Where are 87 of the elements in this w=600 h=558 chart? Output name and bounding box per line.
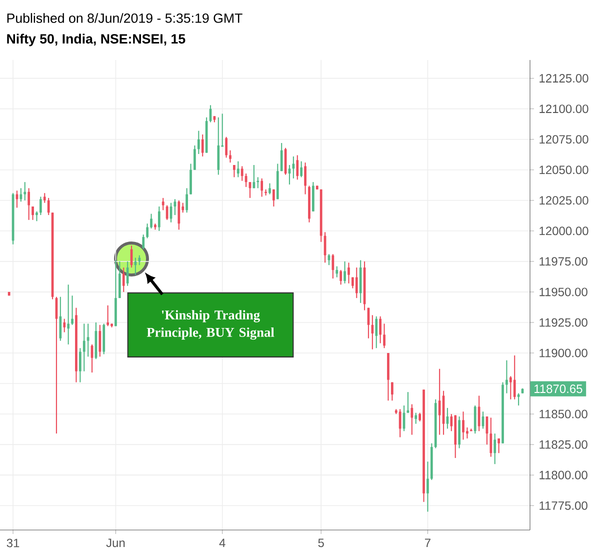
candlestick xyxy=(336,266,338,278)
candlestick xyxy=(300,160,303,178)
candlestick xyxy=(28,188,30,220)
candlestick xyxy=(240,166,244,182)
candlestick xyxy=(379,316,382,344)
candlestick xyxy=(158,206,160,232)
candlestick xyxy=(272,188,275,208)
candlestick xyxy=(344,260,346,284)
y-tick-label: 12050.00 xyxy=(540,166,588,174)
candlestick xyxy=(32,206,34,220)
y-tick-label: 11775.00 xyxy=(540,501,588,510)
candlestick xyxy=(383,323,386,349)
candlestick xyxy=(375,316,378,349)
candlestick xyxy=(513,354,516,400)
candlestick xyxy=(126,260,129,286)
y-tick-label: 11825.00 xyxy=(540,440,588,449)
y-tick-label: 12100.00 xyxy=(540,104,588,114)
candlestick xyxy=(59,296,62,342)
candlestick xyxy=(43,192,46,204)
candlestick xyxy=(494,433,496,465)
y-tick-label: 12000.00 xyxy=(540,226,588,236)
x-tick-label: 5 xyxy=(318,538,324,548)
candlestick xyxy=(146,223,148,239)
y-tick-label: 11950.00 xyxy=(540,288,588,296)
chart-title: Published on 8/Jun/2019 - 5:35:19 GMT xyxy=(7,13,242,23)
candlestick xyxy=(122,267,125,292)
candlestick xyxy=(162,197,164,211)
x-tick-label: 4 xyxy=(219,538,226,547)
y-tick-label: 12075.00 xyxy=(540,135,588,144)
candlestick xyxy=(106,304,109,327)
candlestick xyxy=(268,182,271,195)
candlestick xyxy=(304,162,306,195)
candlestick xyxy=(98,324,102,358)
y-tick-label: 11975.00 xyxy=(540,257,588,266)
candlestick xyxy=(194,144,196,170)
candlestick xyxy=(260,178,264,198)
candlestick xyxy=(24,182,26,201)
candlestick xyxy=(490,417,492,458)
candlestick xyxy=(506,360,508,394)
chart-subtitle: Nifty 50, India, NSE:NSEI, 15 xyxy=(7,34,186,46)
y-tick-label: 11900.00 xyxy=(540,348,588,358)
candlestick xyxy=(410,404,414,436)
candlestick xyxy=(67,284,70,345)
y-tick-label: 12025.00 xyxy=(540,196,588,205)
candlestick xyxy=(78,348,82,383)
candlestick xyxy=(36,210,38,222)
candlestick xyxy=(142,234,145,250)
candlestick xyxy=(186,188,188,214)
text: 11870.65 xyxy=(534,384,582,394)
candlestick xyxy=(197,130,200,155)
candlestick xyxy=(280,142,283,172)
candlestick xyxy=(340,269,342,286)
candlestick xyxy=(71,295,74,326)
candlestick xyxy=(178,200,180,230)
candlestick xyxy=(63,318,66,333)
y-tick-label: 12125.00 xyxy=(540,74,588,83)
y-tick-label: 11925.00 xyxy=(540,318,588,327)
candlestick xyxy=(236,160,240,178)
y-tick-label: 11850.00 xyxy=(540,410,588,418)
candlestick xyxy=(332,254,334,280)
candlestick xyxy=(462,411,464,440)
candlestick xyxy=(296,154,299,180)
candlestick xyxy=(414,412,418,424)
candlestick xyxy=(138,254,141,266)
candlestick xyxy=(20,188,22,202)
x-tick-label: Jun xyxy=(106,538,125,548)
candlestick xyxy=(233,164,236,178)
candlestick xyxy=(355,267,358,299)
candlestick xyxy=(150,213,152,229)
candlestick xyxy=(229,150,232,164)
candlestick xyxy=(398,408,402,438)
annotation: 'Kinship Trading Principle, BUY Signal xyxy=(146,310,274,340)
x-tick-label: 31 xyxy=(6,538,20,548)
candlestick xyxy=(201,134,204,157)
candlestick xyxy=(86,323,90,358)
candlestick xyxy=(47,197,50,216)
x-tick-label: 7 xyxy=(424,538,430,547)
candlestick xyxy=(498,438,500,454)
y-tick-label: 11800.00 xyxy=(540,470,588,480)
candlestick xyxy=(426,461,429,512)
candlestick xyxy=(509,376,512,400)
candlestick xyxy=(371,314,374,350)
candlestick xyxy=(348,262,350,284)
candlestick xyxy=(40,196,42,216)
candlestick xyxy=(82,323,86,372)
candlestick xyxy=(390,382,394,402)
candlestick xyxy=(225,136,228,158)
